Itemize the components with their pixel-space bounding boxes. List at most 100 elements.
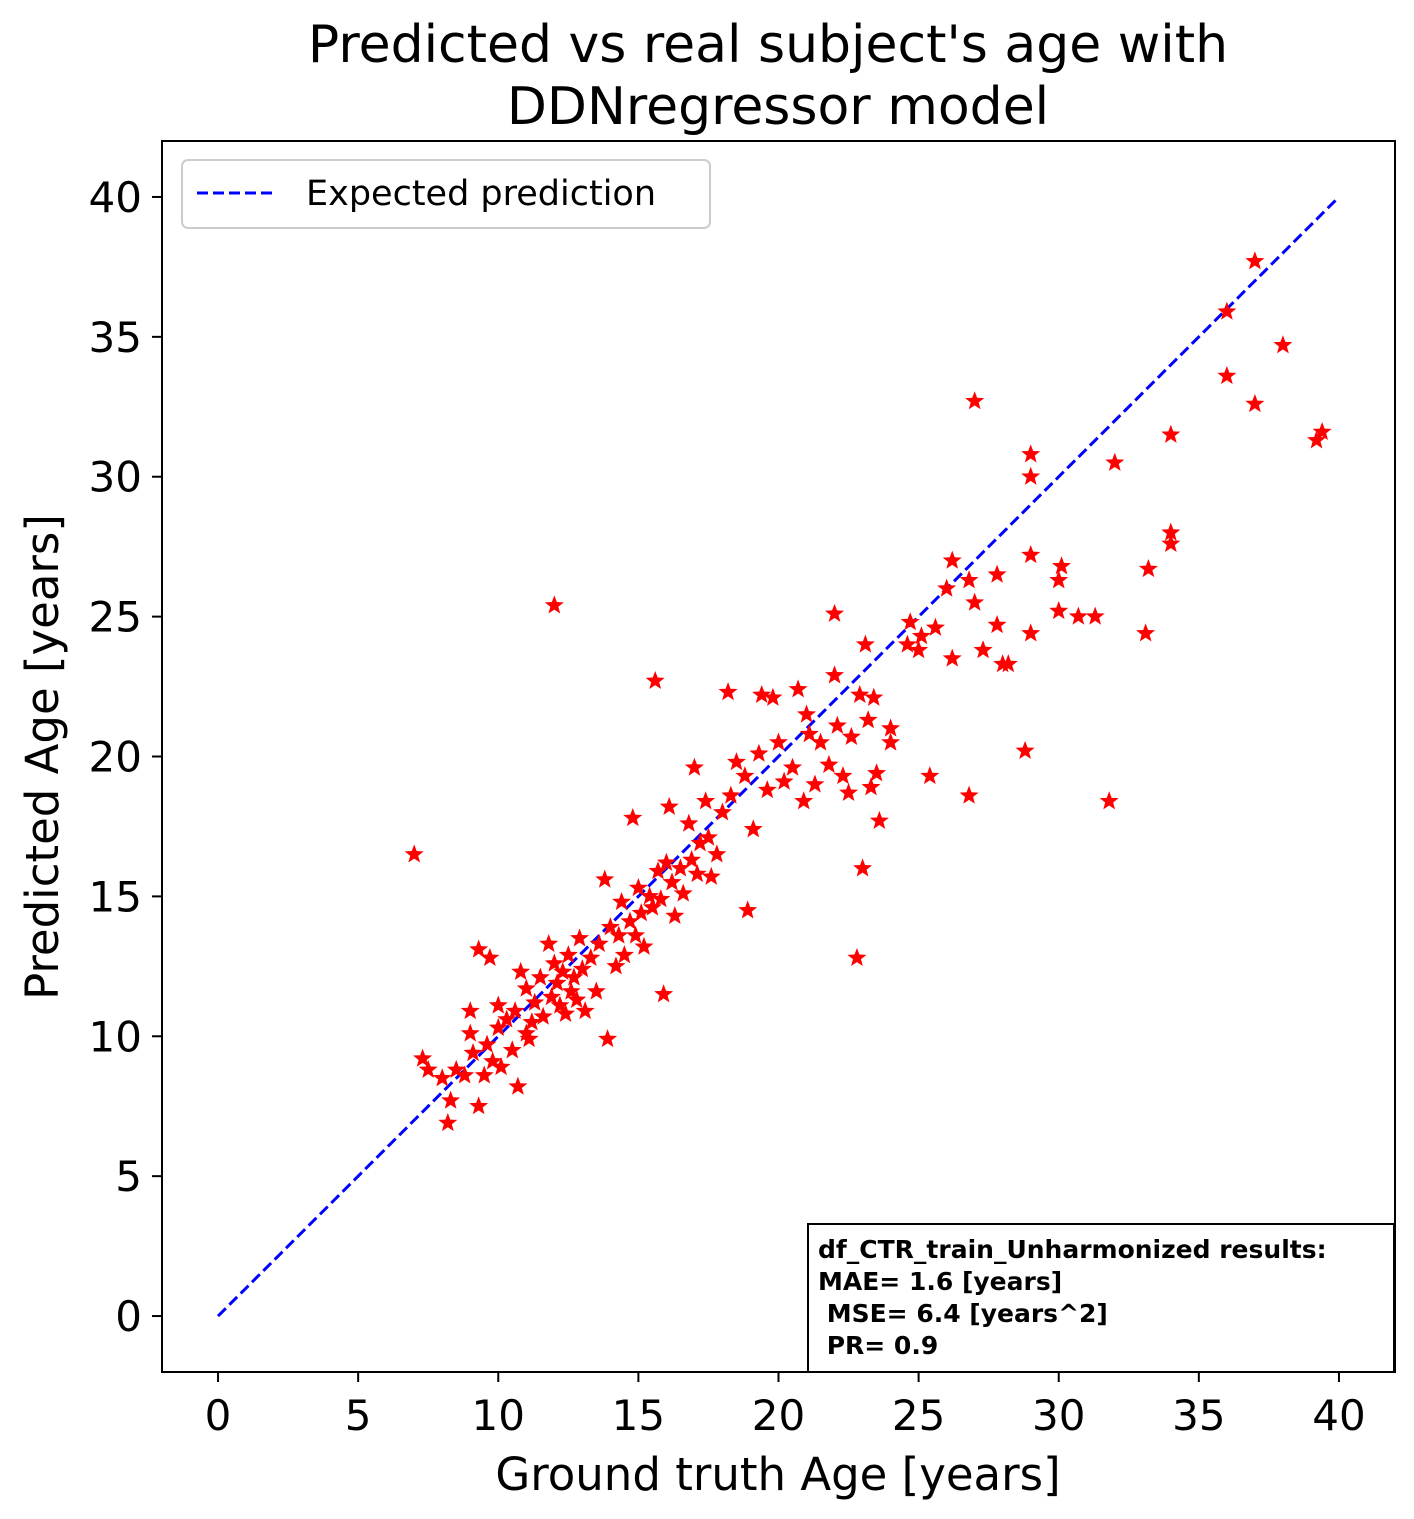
data-point (965, 592, 985, 611)
x-tick-label: 20 (752, 1391, 805, 1440)
x-tick-label: 30 (1032, 1391, 1085, 1440)
data-point (805, 774, 825, 793)
data-point (418, 1059, 438, 1078)
legend-label: Expected prediction (306, 174, 656, 214)
data-point (662, 872, 682, 891)
data-point (819, 754, 839, 773)
data-point (586, 981, 606, 1000)
data-point (1068, 606, 1088, 625)
x-tick-label: 25 (892, 1391, 945, 1440)
data-point (530, 967, 550, 986)
data-point (595, 869, 615, 888)
data-point (811, 732, 831, 751)
data-point (533, 1006, 553, 1025)
data-point (606, 956, 626, 975)
data-point (959, 785, 979, 804)
data-point (544, 953, 564, 972)
data-point (631, 903, 651, 922)
stats-line-3: MSE= 6.4 [years^2] (818, 1299, 1108, 1328)
data-point (1085, 606, 1105, 625)
data-point (1312, 421, 1332, 441)
data-point (553, 961, 573, 981)
legend-frame (181, 159, 711, 229)
data-point (749, 743, 769, 762)
data-point (853, 858, 873, 877)
data-point (455, 1065, 475, 1084)
y-tick-label: 30 (89, 453, 142, 502)
data-point (937, 578, 957, 597)
data-point (446, 1059, 466, 1078)
plot-area-frame (161, 140, 1396, 1373)
data-point (614, 945, 634, 964)
data-points (404, 251, 1332, 1132)
data-point (825, 603, 845, 622)
data-point (656, 852, 676, 871)
data-point (502, 1040, 522, 1059)
data-point (900, 612, 920, 631)
data-point (575, 1001, 595, 1020)
stats-line-1: df_CTR_train_Unharmonized results: (818, 1235, 1327, 1264)
y-tick-label: 20 (89, 733, 142, 782)
data-point (965, 391, 985, 410)
data-point (525, 992, 545, 1011)
data-point (897, 634, 917, 653)
y-tick-label: 5 (115, 1152, 142, 1201)
data-point (673, 883, 693, 902)
data-point (670, 858, 690, 877)
data-point (987, 564, 1007, 583)
data-point (1052, 556, 1072, 575)
data-point (665, 905, 685, 925)
data-point (794, 791, 814, 810)
data-point (516, 1023, 536, 1042)
data-point (488, 995, 508, 1014)
data-point (620, 911, 640, 930)
x-tick-label: 35 (1172, 1391, 1225, 1440)
data-point (718, 682, 738, 701)
stats-line-4: PR= 0.9 (818, 1331, 938, 1360)
data-point (1049, 601, 1069, 620)
data-point (1161, 522, 1181, 541)
data-point (869, 810, 889, 829)
data-point (690, 833, 710, 852)
data-point (556, 1003, 576, 1022)
data-point (547, 973, 567, 992)
data-point (477, 1034, 497, 1053)
data-point (651, 889, 671, 908)
data-point (701, 866, 721, 885)
x-axis-label: Ground truth Age [years] (495, 1448, 1060, 1501)
data-point (797, 704, 817, 723)
data-point (628, 877, 648, 897)
data-point (1245, 393, 1265, 413)
data-point (687, 864, 707, 883)
data-point (920, 766, 940, 785)
data-point (911, 626, 931, 645)
data-point (463, 1043, 483, 1062)
data-point (735, 766, 755, 785)
data-point (469, 939, 489, 958)
data-point (682, 850, 702, 869)
chart-title-line-2: DDNregressor model (507, 77, 1049, 137)
data-point (833, 766, 853, 785)
data-point (609, 925, 629, 944)
y-tick-label: 35 (89, 313, 142, 362)
data-point (712, 802, 732, 821)
x-tick-label: 10 (472, 1391, 525, 1440)
data-point (752, 684, 772, 704)
data-point (757, 780, 777, 799)
data-point (508, 1076, 528, 1095)
data-point (743, 819, 763, 838)
data-point (612, 891, 632, 911)
data-point (432, 1068, 452, 1087)
y-tick-label: 0 (115, 1292, 142, 1341)
data-point (564, 967, 584, 986)
y-tick-label: 40 (89, 173, 142, 222)
data-point (839, 782, 859, 801)
data-point (679, 813, 699, 832)
data-point (1161, 533, 1181, 552)
data-point (707, 844, 727, 863)
data-point (738, 900, 758, 919)
data-point (1021, 623, 1041, 642)
x-tick-label: 0 (205, 1391, 232, 1440)
data-point (1138, 559, 1158, 578)
data-point (438, 1113, 458, 1132)
